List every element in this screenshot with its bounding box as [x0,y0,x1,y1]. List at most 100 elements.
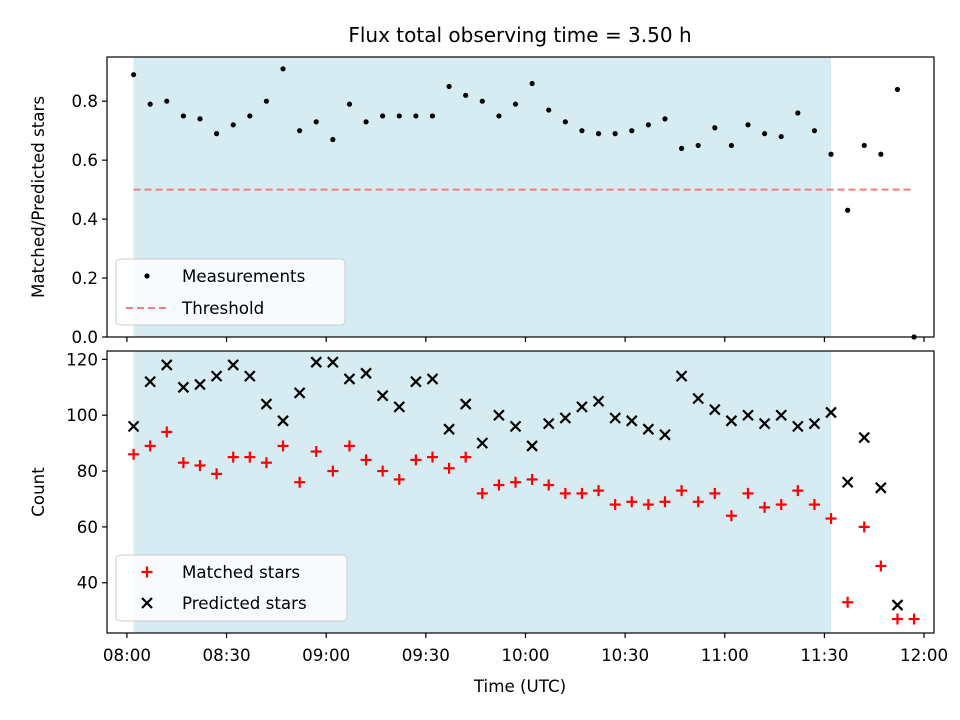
predicted-star-point [343,373,356,385]
measurement-point [695,142,701,149]
y-tick-label: 80 [77,461,98,481]
predicted-star-point [625,415,638,427]
matched-star-point [260,457,272,469]
measurement-point [496,113,502,119]
measurement-point [662,116,668,122]
predicted-star-point [725,415,738,427]
measurement-point [562,119,568,125]
matched-star-point [194,459,206,471]
measurement-point [479,98,485,104]
matched-star-point [327,465,339,477]
predicted-star-point [443,423,455,435]
measurement-point [878,151,884,157]
matched-star-point [593,485,605,497]
measurement-point [579,128,585,134]
predicted-star-point [127,420,140,433]
measurement-point [313,119,319,125]
matched-star-point [460,451,472,463]
measurement-point [861,142,867,149]
measurement-point [413,113,419,119]
x-axis-label: Time (UTC) [473,676,566,696]
predicted-star-point [841,476,854,489]
legend-matched-marker [141,566,153,578]
x-tick-label: 10:00 [501,645,549,665]
matched-star-point [742,487,754,499]
bottom-legend-box [115,554,348,622]
predicted-star-point [592,395,605,408]
top-legend-box [115,258,346,326]
measurement-point [180,113,186,119]
measurement-point [214,131,220,137]
matched-star-point [626,496,638,508]
measurement-point [330,136,336,143]
measurement-point [512,101,519,107]
x-tick-label: 10:30 [601,645,649,665]
top-y-axis-label: Matched/Predicted stars [28,96,48,298]
measurement-point [463,92,469,98]
predicted-star-point [459,398,472,410]
x-tick-label: 11:30 [800,645,848,665]
predicted-star-point [310,356,323,368]
matched-star-point [343,440,355,452]
count-points [127,356,920,625]
measurements-points [130,66,917,340]
measurement-point [130,72,137,78]
measurement-point [894,86,901,93]
y-tick-label: 40 [77,573,98,593]
y-tick-label: 0.4 [71,209,98,229]
x-tick-label: 08:00 [103,645,151,665]
measurement-point [778,133,784,140]
predicted-star-point [260,398,273,410]
top-plot-frame [106,56,935,338]
measurement-point [197,116,203,122]
matched-star-point [759,501,771,513]
x-tick-label: 08:30 [203,645,251,665]
predicted-star-point [293,387,306,399]
top-panel: 0.00.20.40.60.8 Matched/Predicted stars … [28,56,935,347]
predicted-star-point [891,599,904,611]
predicted-star-point [426,373,439,385]
bottom-y-axis-label: Count [28,467,48,517]
top-y-ticks: 0.0 0.2 0.4 0.6 0.8 [71,91,107,347]
matched-star-point [493,479,505,491]
bottom-panel: 40 60 80 100 120 08:00 08:30 09:00 09:30 10:00 10… [28,349,948,696]
predicted-star-point [792,420,804,433]
matched-star-point [177,457,189,469]
predicted-star-point [542,417,555,430]
matched-star-point [294,476,306,488]
matched-star-point [775,499,787,511]
measurement-point [380,113,386,119]
matched-star-point [227,451,239,463]
matched-star-point [875,560,887,572]
matched-star-point [443,462,455,474]
top-x-ticks [126,337,925,342]
measurement-point [845,207,851,213]
matched-star-point [609,499,621,511]
measurement-point [745,122,751,128]
x-tick-label: 09:00 [302,645,350,665]
predicted-star-point [526,440,538,452]
measurement-point [612,131,618,137]
matched-star-point [891,613,903,625]
measurement-point [297,128,303,134]
measurement-point [147,101,153,107]
predicted-star-point [509,420,522,433]
predicted-star-point [559,412,572,424]
predicted-star-point [742,409,754,421]
matched-star-point [825,513,837,525]
measurement-point [728,142,735,149]
measurement-point [346,101,353,107]
y-tick-label: 120 [66,349,98,369]
legend-measurements-marker [144,273,150,279]
predicted-star-point [277,415,289,427]
predicted-star-point [493,409,505,421]
measurement-point [795,110,801,116]
top-legend: Measurements Threshold [115,258,346,326]
measurement-point [247,113,253,119]
predicted-star-point [376,389,389,402]
measurement-point [629,128,635,134]
predicted-star-point [875,482,887,494]
matched-star-point [310,446,322,458]
measurement-point [595,131,602,137]
